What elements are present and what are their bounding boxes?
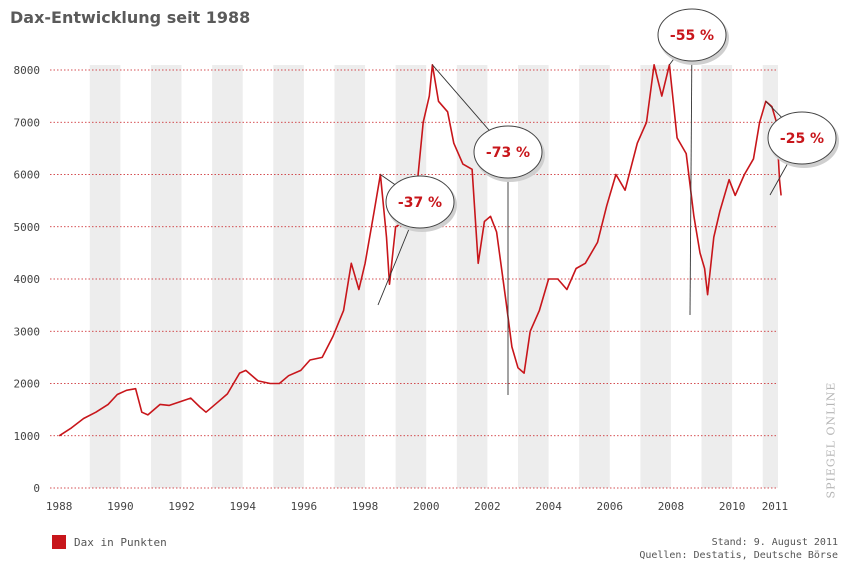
brand-watermark: SPIEGEL ONLINE bbox=[822, 382, 840, 499]
x-tick-label: 1998 bbox=[352, 500, 379, 513]
sources-text: Quellen: Destatis, Deutsche Börse bbox=[639, 550, 838, 561]
legend-label: Dax in Punkten bbox=[74, 535, 167, 549]
stand-date: Stand: 9. August 2011 bbox=[711, 537, 838, 548]
y-tick-label: 2000 bbox=[14, 378, 41, 391]
series-group bbox=[58, 64, 782, 437]
source-note: Stand: 9. August 2011 Quellen: Destatis,… bbox=[639, 536, 838, 562]
annotations: -37 % -73 % -55 % -25 % bbox=[377, 8, 839, 395]
series-line bbox=[58, 64, 782, 437]
x-tick-label: 2002 bbox=[474, 500, 501, 513]
y-tick-label: 6000 bbox=[14, 169, 41, 182]
y-tick-label: 4000 bbox=[14, 273, 41, 286]
year-band bbox=[456, 65, 488, 488]
x-tick-label: 1988 bbox=[46, 500, 73, 513]
x-tick-label: 1994 bbox=[229, 500, 256, 513]
annotation-bubble bbox=[473, 125, 543, 179]
x-tick-label: 2004 bbox=[535, 500, 562, 513]
y-tick-label: 8000 bbox=[14, 64, 41, 77]
year-band bbox=[395, 65, 427, 488]
x-tick-label: 2010 bbox=[719, 500, 746, 513]
gridlines bbox=[50, 69, 778, 489]
y-tick-label: 0 bbox=[33, 482, 40, 495]
year-band bbox=[150, 65, 182, 488]
year-band bbox=[701, 65, 733, 488]
x-tick-label: 1990 bbox=[107, 500, 134, 513]
annotation-label: -37 % bbox=[398, 195, 442, 211]
year-band bbox=[640, 65, 671, 488]
annotation-bubble bbox=[657, 8, 727, 62]
y-tick-label: 1000 bbox=[14, 430, 41, 443]
annotation-bubble bbox=[767, 111, 837, 165]
chart-title: Dax-Entwicklung seit 1988 bbox=[10, 8, 251, 27]
year-band bbox=[579, 65, 610, 488]
year-band bbox=[273, 65, 304, 488]
x-tick-label: 2000 bbox=[413, 500, 440, 513]
annotation-label: -55 % bbox=[670, 28, 714, 44]
legend: Dax in Punkten bbox=[52, 535, 167, 549]
annotation-label: -25 % bbox=[780, 131, 824, 147]
year-band bbox=[762, 65, 778, 488]
y-tick-label: 5000 bbox=[14, 221, 41, 234]
year-band bbox=[89, 65, 121, 488]
x-tick-label: 2008 bbox=[658, 500, 685, 513]
y-axis-ticks: 0 1000 2000 3000 4000 5000 6000 7000 8000 bbox=[14, 64, 41, 495]
annotation-leader bbox=[689, 34, 693, 316]
x-tick-label: 2006 bbox=[597, 500, 624, 513]
x-tick-label: 1992 bbox=[168, 500, 195, 513]
x-tick-label: 1996 bbox=[291, 500, 318, 513]
brand-text: SPIEGEL ONLINE bbox=[824, 381, 838, 499]
year-bands bbox=[89, 65, 778, 488]
annotation-bubble bbox=[385, 175, 455, 229]
annotation-label: -73 % bbox=[486, 145, 530, 161]
y-tick-label: 3000 bbox=[14, 325, 41, 338]
x-tick-label: 2011 bbox=[762, 500, 789, 513]
x-axis-ticks: 1988 1990 1992 1994 1996 1998 2000 2002 2004 2006… bbox=[46, 500, 788, 513]
y-tick-label: 7000 bbox=[14, 116, 41, 129]
year-band bbox=[212, 65, 243, 488]
legend-swatch bbox=[52, 535, 66, 549]
